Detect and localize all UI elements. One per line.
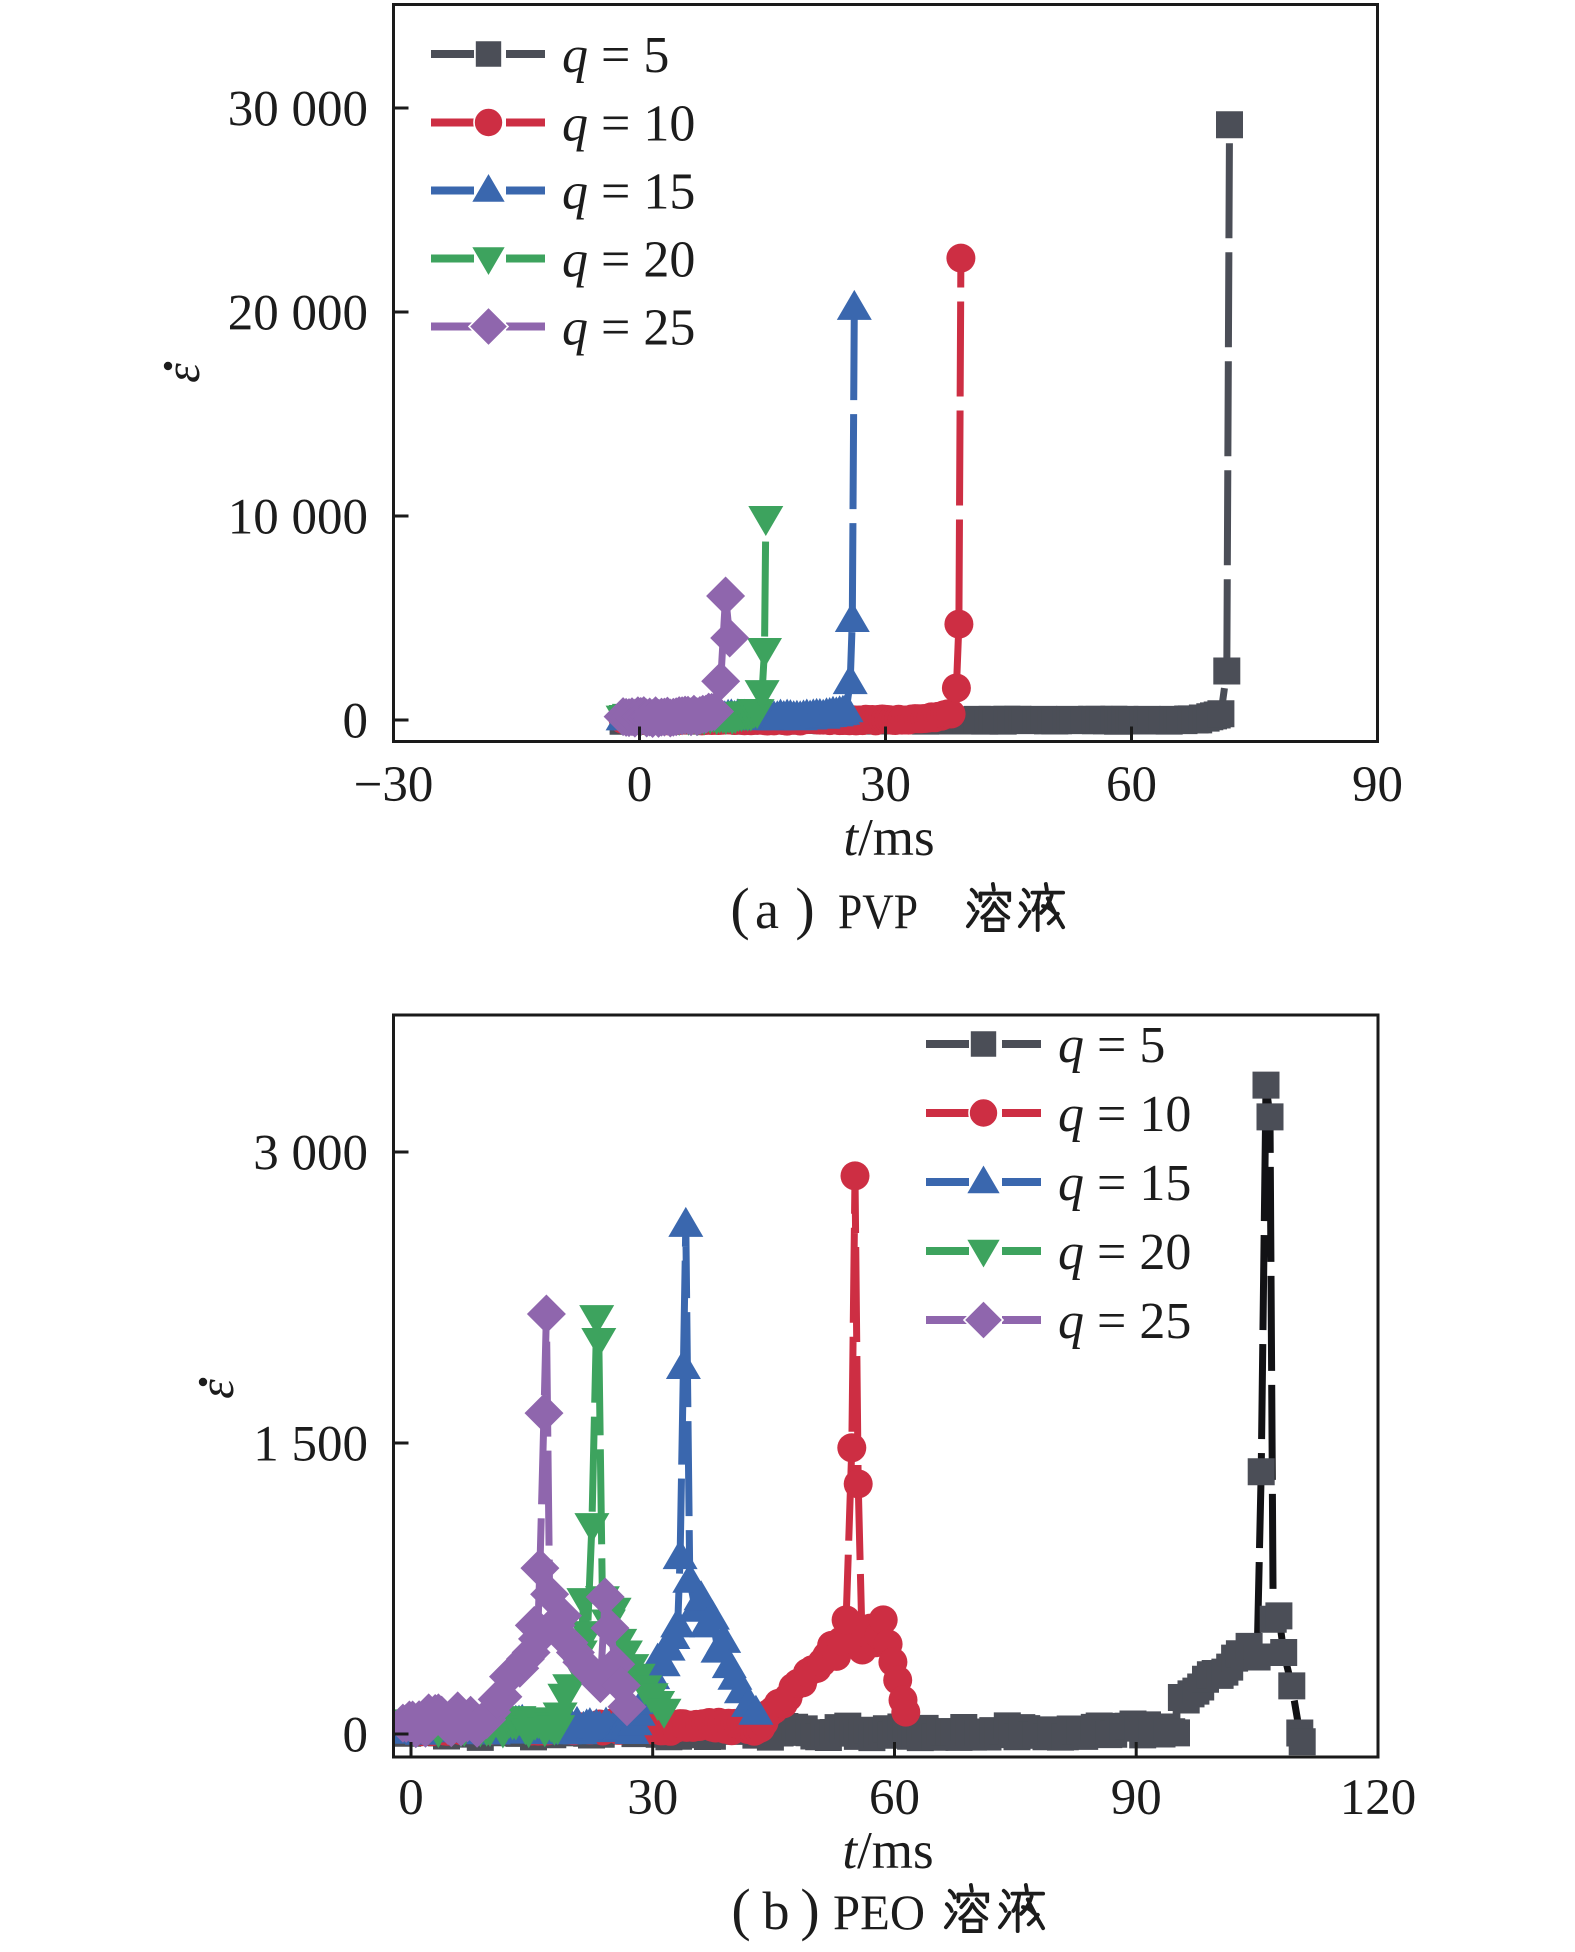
svg-text:q = 10: q = 10 [562, 96, 695, 153]
svg-text:b: b [763, 1881, 790, 1941]
svg-text:0: 0 [627, 757, 653, 813]
svg-text:q = 20: q = 20 [1058, 1224, 1191, 1281]
svg-text:t/ms: t/ms [843, 809, 934, 867]
svg-text:t/ms: t/ms [842, 1822, 933, 1880]
svg-text:ε: ε [154, 363, 210, 383]
svg-text:60: 60 [869, 1770, 920, 1826]
svg-text:90: 90 [1111, 1770, 1162, 1826]
svg-text:q = 20: q = 20 [562, 232, 695, 289]
svg-text:0: 0 [343, 694, 369, 750]
svg-text:a: a [755, 880, 779, 940]
svg-text:20 000: 20 000 [228, 286, 368, 342]
svg-text:ε: ε [188, 1379, 244, 1399]
svg-text:PVP: PVP [838, 883, 918, 939]
svg-text:q = 25: q = 25 [1058, 1293, 1191, 1350]
svg-text:(: ( [731, 1877, 750, 1942]
svg-text:q = 25: q = 25 [562, 300, 695, 357]
svg-text:): ) [800, 1877, 819, 1942]
svg-text:1 500: 1 500 [253, 1417, 368, 1473]
svg-text:q = 10: q = 10 [1058, 1086, 1191, 1143]
svg-text:0: 0 [343, 1708, 369, 1764]
svg-text:30: 30 [627, 1770, 678, 1826]
svg-text:−30: −30 [354, 757, 434, 813]
svg-text:30: 30 [860, 757, 911, 813]
svg-text:q = 15: q = 15 [562, 164, 695, 221]
svg-text:120: 120 [1340, 1770, 1417, 1826]
svg-text:q = 5: q = 5 [1058, 1017, 1165, 1074]
svg-text:q = 5: q = 5 [562, 27, 669, 84]
svg-text:0: 0 [398, 1770, 424, 1826]
svg-text:): ) [795, 876, 814, 941]
svg-text:q = 15: q = 15 [1058, 1155, 1191, 1212]
svg-text:3 000: 3 000 [253, 1126, 368, 1182]
svg-text:30 000: 30 000 [228, 82, 368, 138]
svg-text:PEO: PEO [833, 1884, 925, 1940]
svg-text:(: ( [730, 876, 749, 941]
svg-text:10 000: 10 000 [228, 490, 368, 546]
svg-text:90: 90 [1352, 757, 1403, 813]
svg-text:60: 60 [1106, 757, 1157, 813]
